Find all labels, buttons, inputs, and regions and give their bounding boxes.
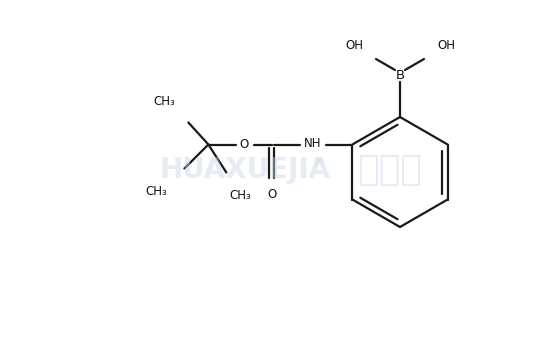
Text: O: O: [240, 138, 249, 151]
Text: CH₃: CH₃: [153, 95, 175, 108]
Text: HUAXUEJIA: HUAXUEJIA: [160, 156, 331, 184]
Text: B: B: [395, 68, 405, 81]
Text: OH: OH: [345, 39, 363, 51]
Text: O: O: [268, 188, 277, 201]
Text: CH₃: CH₃: [146, 185, 167, 198]
Text: ®: ®: [312, 157, 324, 167]
Text: 化学机: 化学机: [358, 153, 423, 187]
Text: OH: OH: [437, 39, 455, 51]
Text: CH₃: CH₃: [230, 189, 251, 202]
Text: NH: NH: [304, 137, 321, 150]
